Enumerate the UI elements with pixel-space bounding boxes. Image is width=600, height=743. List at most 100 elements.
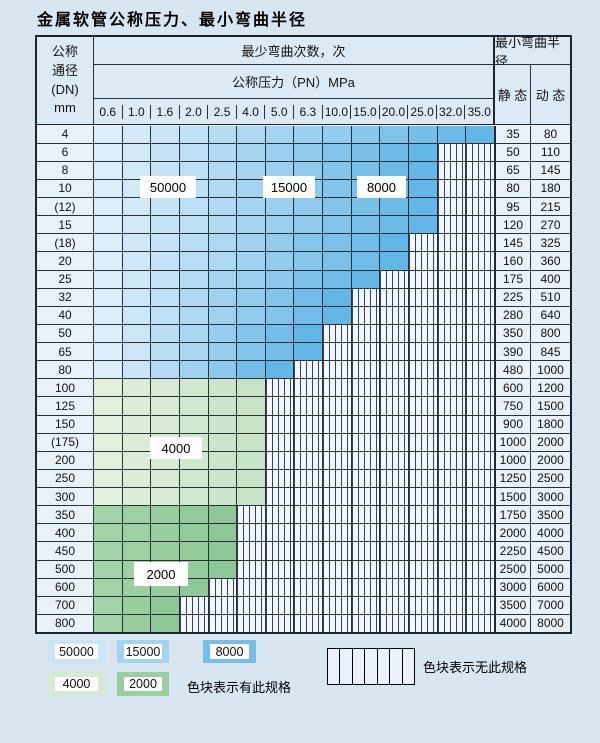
no-spec-cell: [409, 596, 438, 614]
dn-cell: (12): [37, 198, 94, 216]
dynamic-radius-cell: 510: [531, 288, 570, 306]
no-spec-cell: [409, 343, 438, 361]
dn-cell: 4: [37, 125, 94, 143]
no-spec-cell: [323, 578, 352, 596]
no-spec-cell: [294, 415, 324, 433]
no-spec-cell: [466, 578, 495, 596]
spec-available-cell: [122, 596, 152, 614]
legend: 50000 15000 8000 4000 2000 色块表示有此规格 色块表示无此规格: [0, 636, 600, 716]
no-spec-cell: [466, 234, 495, 252]
table-header: 公称 通径 (DN) mm 最少弯曲次数，次 最小弯曲半径 公称压力（PN）MPa 静…: [37, 35, 570, 125]
no-spec-cell: [466, 596, 495, 614]
spec-available-cell: [380, 161, 410, 179]
no-spec-cell: [409, 397, 438, 415]
spec-available-cell: [179, 270, 209, 288]
no-spec-cell: [437, 560, 467, 578]
spec-available-cell: [265, 270, 295, 288]
spec-available-cell: [94, 379, 123, 397]
no-spec-cell: [265, 433, 295, 451]
spec-available-cell: [323, 125, 352, 143]
table-row: 40 280 640: [37, 306, 570, 325]
no-spec-cell: [294, 560, 324, 578]
dn-cell: 125: [37, 397, 94, 415]
spec-available-cell: [380, 234, 410, 252]
spec-available-cell: [94, 306, 123, 324]
spec-available-cell: [122, 379, 152, 397]
spec-available-cell: [151, 488, 180, 506]
static-radius-cell: 3000: [495, 578, 531, 596]
spec-available-cell: [265, 216, 295, 234]
table-row: 15 120 270: [37, 216, 570, 235]
table-row: 50 350 800: [37, 324, 570, 343]
spec-available-cell: [294, 161, 324, 179]
no-spec-cell: [409, 270, 438, 288]
dynamic-radius-cell: 7000: [531, 596, 570, 614]
no-spec-cell: [380, 288, 410, 306]
spec-available-cell: [151, 343, 180, 361]
no-spec-cell: [351, 614, 381, 632]
spec-available-cell: [237, 234, 266, 252]
spec-available-cell: [122, 451, 152, 469]
dn-cell: 150: [37, 415, 94, 433]
spec-available-cell: [208, 288, 238, 306]
no-spec-cell: [351, 488, 381, 506]
spec-available-cell: [208, 306, 238, 324]
legend-hatch-cell: [378, 649, 391, 684]
dynamic-radius-cell: 180: [531, 179, 570, 197]
dn-cell: 350: [37, 506, 94, 524]
no-spec-cell: [380, 324, 410, 342]
spec-available-cell: [122, 198, 152, 216]
spec-available-cell: [237, 125, 266, 143]
pressure-cells: [94, 234, 495, 252]
no-spec-cell: [466, 506, 495, 524]
spec-available-cell: [151, 469, 180, 487]
spec-available-cell: [208, 324, 238, 342]
dynamic-radius-cell: 3500: [531, 506, 570, 524]
no-spec-cell: [409, 560, 438, 578]
no-spec-cell: [437, 578, 467, 596]
spec-available-cell: [409, 216, 438, 234]
dynamic-radius-cell: 325: [531, 234, 570, 252]
spec-available-cell: [179, 216, 209, 234]
page-title: 金属软管公称压力、最小弯曲半径: [37, 12, 308, 29]
no-spec-cell: [380, 542, 410, 560]
spec-available-cell: [265, 288, 295, 306]
spec-available-cell: [151, 234, 180, 252]
spec-available-cell: [122, 270, 152, 288]
spec-available-cell: [323, 306, 352, 324]
no-spec-cell: [179, 614, 209, 632]
static-radius-cell: 4000: [495, 614, 531, 632]
no-spec-cell: [323, 488, 352, 506]
dn-header-cell: 公称 通径 (DN) mm: [37, 37, 94, 124]
bend-times-header: 最少弯曲次数，次: [94, 37, 495, 65]
cycle-count-label: 50000: [140, 176, 196, 198]
spec-available-cell: [237, 343, 266, 361]
spec-available-cell: [94, 397, 123, 415]
table-row: 25 175 400: [37, 270, 570, 289]
dynamic-radius-cell: 360: [531, 252, 570, 270]
table-row: 65 390 845: [37, 343, 570, 362]
spec-available-cell: [380, 198, 410, 216]
pressure-column-header: 2.5: [208, 104, 237, 119]
spec-available-cell: [122, 288, 152, 306]
spec-available-cell: [179, 506, 209, 524]
spec-available-cell: [94, 524, 123, 542]
spec-available-cell: [208, 234, 238, 252]
spec-available-cell: [237, 324, 266, 342]
spec-available-cell: [94, 560, 123, 578]
table-row: 125 750 1500: [37, 397, 570, 416]
static-radius-cell: 120: [495, 216, 531, 234]
spec-available-cell: [94, 614, 123, 632]
spec-available-cell: [94, 288, 123, 306]
no-spec-cell: [437, 433, 467, 451]
no-spec-cell: [437, 343, 467, 361]
spec-available-cell: [208, 524, 238, 542]
spec-available-cell: [179, 125, 209, 143]
table-row: 450 2250 4500: [37, 542, 570, 561]
spec-available-cell: [237, 379, 266, 397]
legend-hatch-cell: [328, 649, 341, 684]
no-spec-cell: [351, 306, 381, 324]
spec-available-cell: [208, 252, 238, 270]
spec-available-cell: [294, 234, 324, 252]
no-spec-cell: [265, 488, 295, 506]
